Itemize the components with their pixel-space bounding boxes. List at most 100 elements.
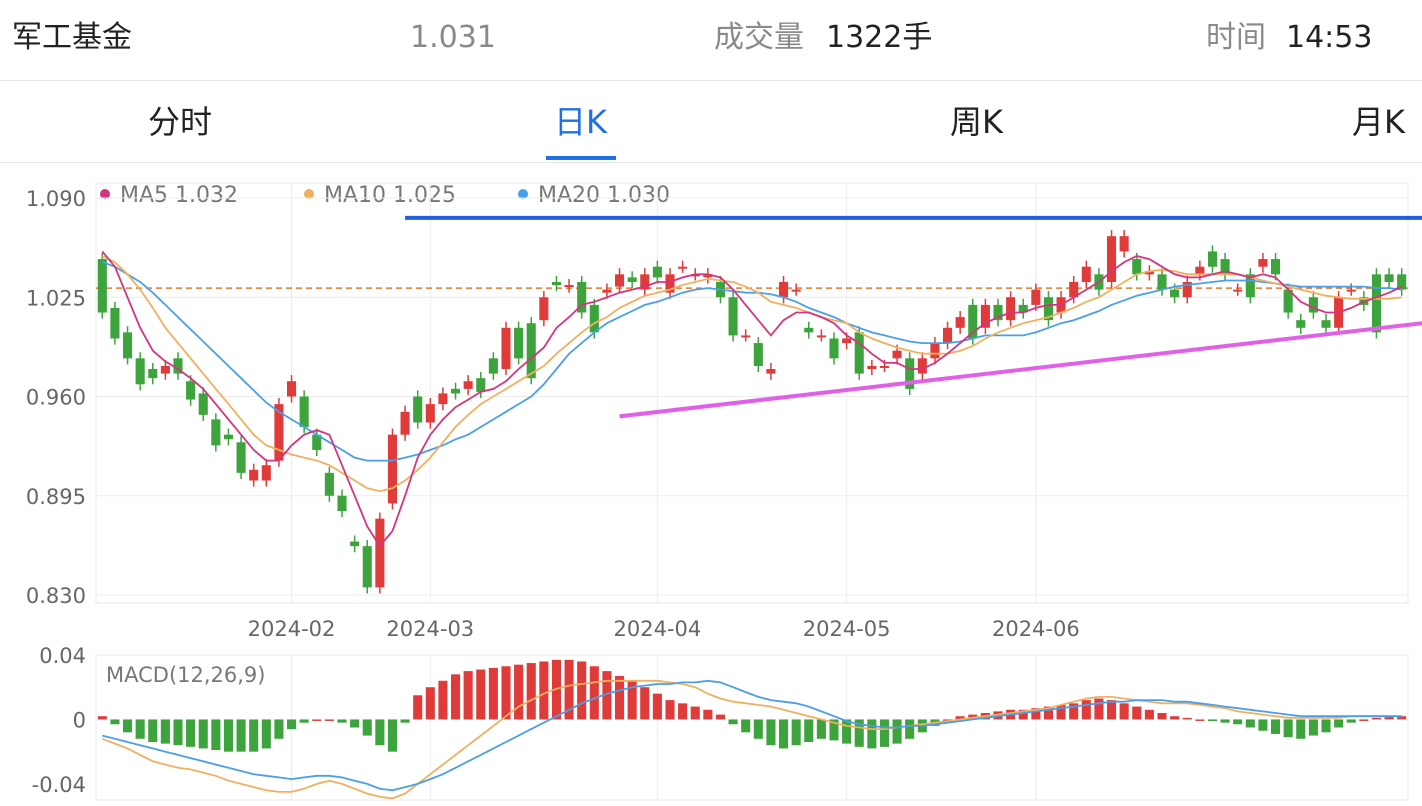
candle-body bbox=[589, 304, 599, 333]
tab-daily-k[interactable]: 日K bbox=[554, 103, 607, 141]
macd-histogram-bar bbox=[501, 666, 511, 720]
ma5-value: 1.032 bbox=[175, 183, 239, 208]
candle-body bbox=[930, 343, 940, 359]
macd-y-tick-label: 0 bbox=[73, 708, 86, 732]
macd-histogram-bar bbox=[387, 719, 398, 752]
candle-body bbox=[186, 381, 196, 400]
candle-body bbox=[350, 541, 360, 547]
ma5-name: MA5 bbox=[120, 183, 169, 208]
macd-histogram-bar bbox=[589, 666, 599, 720]
candle-body bbox=[1397, 274, 1407, 290]
y-tick-label: 0.960 bbox=[26, 386, 86, 410]
macd-histogram-bar bbox=[1296, 719, 1306, 739]
candle-body bbox=[1270, 259, 1281, 275]
candle-body bbox=[892, 350, 902, 359]
candle-body bbox=[539, 297, 549, 321]
candle-body bbox=[1069, 281, 1079, 298]
candle-body bbox=[1207, 251, 1218, 267]
tab-weekly-k[interactable]: 周K bbox=[950, 103, 1003, 141]
candle-body bbox=[879, 365, 890, 368]
macd-histogram-bar bbox=[640, 687, 650, 720]
macd-histogram-bar bbox=[450, 674, 461, 720]
candle-body bbox=[741, 335, 751, 338]
macd-histogram-bar bbox=[867, 719, 877, 749]
ma10-name: MA10 bbox=[324, 183, 387, 208]
macd-y-tick-label: 0.04 bbox=[39, 644, 86, 668]
macd-histogram-bar bbox=[1018, 709, 1028, 720]
candle-body bbox=[1081, 266, 1091, 282]
candle-body bbox=[1308, 297, 1318, 313]
macd-histogram-bar bbox=[476, 669, 486, 720]
macd-histogram-bar bbox=[135, 719, 145, 739]
candle-body bbox=[577, 281, 587, 313]
tab-intraday[interactable]: 分时 bbox=[148, 103, 213, 141]
candle-body bbox=[829, 338, 839, 359]
macd-histogram-bar bbox=[1220, 719, 1230, 723]
ma20-name: MA20 bbox=[538, 183, 601, 208]
candle-body bbox=[425, 404, 435, 423]
macd-histogram-bar bbox=[753, 719, 763, 739]
candle-body bbox=[1018, 304, 1028, 313]
candle-body bbox=[854, 332, 864, 374]
candle-body bbox=[501, 327, 511, 370]
macd-histogram-bar bbox=[438, 680, 448, 720]
macd-histogram-bar bbox=[324, 719, 334, 721]
candle-body bbox=[1182, 281, 1192, 298]
macd-histogram-bar bbox=[854, 719, 864, 747]
period-tabs: 分时 日K 周K 月K bbox=[0, 82, 1422, 163]
macd-histogram-bar bbox=[842, 719, 852, 744]
candle-body bbox=[917, 358, 927, 374]
candle-body bbox=[1220, 259, 1230, 275]
candle-body bbox=[842, 338, 852, 344]
macd-histogram-bar bbox=[274, 719, 284, 739]
macd-histogram-bar bbox=[879, 719, 890, 747]
macd-histogram-bar bbox=[198, 719, 208, 749]
tab-monthly-k[interactable]: 月K bbox=[1352, 103, 1405, 141]
time-label: 时间 bbox=[1206, 20, 1266, 55]
macd-histogram-bar bbox=[1245, 719, 1255, 728]
macd-histogram-bar bbox=[728, 719, 738, 725]
candle-body bbox=[375, 518, 385, 588]
ma20-line bbox=[101, 261, 1402, 462]
candle-body bbox=[1384, 274, 1394, 282]
y-tick-label: 1.090 bbox=[26, 187, 86, 211]
macd-histogram-bar bbox=[350, 719, 360, 728]
macd-histogram-bar bbox=[1081, 700, 1091, 720]
macd-histogram-bar bbox=[1359, 719, 1369, 721]
macd-histogram-bar bbox=[526, 663, 536, 720]
macd-histogram-bar bbox=[1233, 719, 1243, 725]
macd-plot-frame bbox=[95, 654, 1409, 801]
macd-histogram-bar bbox=[299, 719, 309, 723]
macd-histogram-bar bbox=[1384, 716, 1394, 720]
candle-body bbox=[211, 419, 221, 446]
candle-body bbox=[816, 335, 826, 338]
candle-body bbox=[1283, 289, 1293, 313]
macd-histogram-bar bbox=[715, 714, 726, 720]
candle-body bbox=[160, 365, 170, 374]
macd-histogram-bar bbox=[249, 719, 259, 752]
x-tick-label: 2024-04 bbox=[614, 617, 702, 641]
candle-body bbox=[476, 378, 486, 392]
macd-histogram-bar bbox=[1371, 717, 1382, 720]
macd-histogram-bar bbox=[1043, 706, 1054, 720]
candle-body bbox=[97, 259, 107, 313]
candle-body bbox=[387, 434, 398, 504]
candle-body bbox=[526, 323, 536, 379]
candle-body bbox=[665, 274, 675, 293]
macd-histogram-bar bbox=[400, 719, 410, 723]
macd-histogram-bar bbox=[186, 719, 196, 747]
macd-histogram-bar bbox=[362, 719, 372, 736]
macd-histogram-bar bbox=[602, 671, 612, 720]
macd-histogram-bar bbox=[1106, 700, 1117, 720]
macd-histogram-bar bbox=[804, 719, 814, 742]
ma5-dot bbox=[100, 189, 110, 199]
quote-header: 军工基金 1.031 成交量 1322手 时间 14:53 bbox=[0, 0, 1422, 81]
macd-histogram-bar bbox=[425, 687, 435, 720]
candle-body bbox=[223, 434, 234, 440]
candle-body bbox=[324, 472, 334, 496]
candle-body bbox=[249, 469, 259, 481]
candle-body bbox=[1346, 289, 1356, 292]
macd-histogram-bar bbox=[1346, 719, 1356, 723]
candle-body bbox=[804, 327, 814, 333]
